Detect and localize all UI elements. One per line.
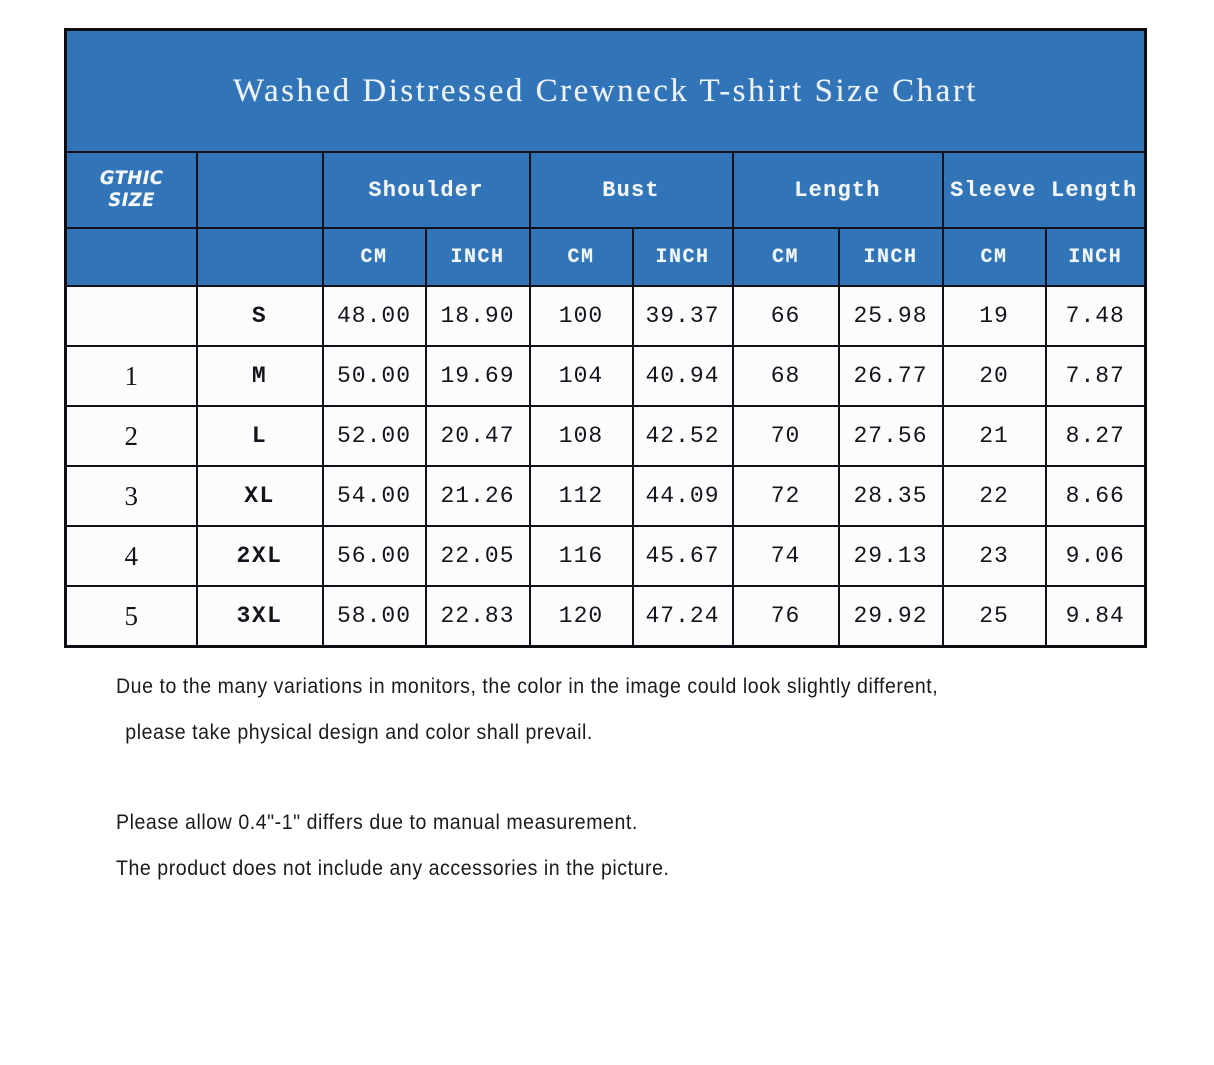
cell-shoulder-inch: 22.05	[424, 525, 531, 587]
cell-shoulder-cm: 50.00	[321, 345, 427, 407]
cell-length-inch: 25.98	[837, 285, 944, 347]
size-header-blank	[195, 151, 324, 229]
cell-sleeve-cm: 23	[941, 525, 1047, 587]
header-unit-row: CM INCH CM INCH CM INCH CM INCH	[64, 227, 1147, 287]
unit-header-gthic-blank	[64, 227, 198, 287]
unit-header-size-blank	[195, 227, 324, 287]
unit-header-bust-inch: INCH	[631, 227, 734, 287]
cell-length-inch: 26.77	[837, 345, 944, 407]
cell-shoulder-inch: 19.69	[424, 345, 531, 407]
header-shoulder: Shoulder	[321, 151, 531, 229]
cell-size: 2XL	[195, 525, 324, 587]
cell-sleeve-inch: 8.66	[1044, 465, 1147, 527]
unit-header-length-inch: INCH	[837, 227, 944, 287]
cell-size: S	[195, 285, 324, 347]
gthic-size-label: GTHIC SIZE	[99, 167, 164, 211]
cell-sleeve-cm: 21	[941, 405, 1047, 467]
cell-bust-cm: 104	[528, 345, 634, 407]
cell-shoulder-cm: 48.00	[321, 285, 427, 347]
cell-bust-inch: 39.37	[631, 285, 734, 347]
note-spacer	[116, 756, 1146, 800]
cell-shoulder-inch: 21.26	[424, 465, 531, 527]
cell-length-cm: 74	[731, 525, 840, 587]
unit-header-length-cm: CM	[731, 227, 840, 287]
title-row: Washed Distressed Crewneck T-shirt Size …	[64, 28, 1147, 153]
page-title: Washed Distressed Crewneck T-shirt Size …	[64, 28, 1147, 153]
cell-gthic	[64, 285, 198, 347]
cell-size: 3XL	[195, 585, 324, 648]
cell-size: L	[195, 405, 324, 467]
cell-shoulder-cm: 54.00	[321, 465, 427, 527]
header-length: Length	[731, 151, 944, 229]
cell-gthic: 4	[64, 525, 198, 587]
table-row: 4 2XL 56.00 22.05 116 45.67 74 29.13 23 …	[64, 525, 1147, 587]
cell-sleeve-cm: 25	[941, 585, 1047, 648]
cell-sleeve-inch: 7.87	[1044, 345, 1147, 407]
disclaimer-notes: Due to the many variations in monitors, …	[116, 664, 1146, 892]
cell-shoulder-cm: 58.00	[321, 585, 427, 648]
cell-length-inch: 29.13	[837, 525, 944, 587]
cell-length-cm: 76	[731, 585, 840, 648]
note-line-measurement-tolerance: Please allow 0.4"-1" differs due to manu…	[116, 811, 638, 834]
cell-bust-inch: 40.94	[631, 345, 734, 407]
cell-bust-cm: 112	[528, 465, 634, 527]
cell-sleeve-cm: 22	[941, 465, 1047, 527]
cell-sleeve-inch: 9.84	[1044, 585, 1147, 648]
unit-header-sleeve-cm: CM	[941, 227, 1047, 287]
cell-sleeve-inch: 9.06	[1044, 525, 1147, 587]
cell-shoulder-cm: 56.00	[321, 525, 427, 587]
cell-bust-inch: 47.24	[631, 585, 734, 648]
size-chart-table: Washed Distressed Crewneck T-shirt Size …	[64, 28, 1147, 648]
cell-bust-cm: 120	[528, 585, 634, 648]
header-bust: Bust	[528, 151, 734, 229]
cell-sleeve-inch: 7.48	[1044, 285, 1147, 347]
cell-length-inch: 28.35	[837, 465, 944, 527]
cell-size: XL	[195, 465, 324, 527]
unit-header-bust-cm: CM	[528, 227, 634, 287]
cell-shoulder-inch: 22.83	[424, 585, 531, 648]
cell-length-cm: 70	[731, 405, 840, 467]
cell-shoulder-cm: 52.00	[321, 405, 427, 467]
table-row: 3 XL 54.00 21.26 112 44.09 72 28.35 22 8…	[64, 465, 1147, 527]
cell-bust-inch: 42.52	[631, 405, 734, 467]
cell-gthic: 1	[64, 345, 198, 407]
cell-bust-cm: 116	[528, 525, 634, 587]
cell-bust-cm: 108	[528, 405, 634, 467]
cell-length-inch: 29.92	[837, 585, 944, 648]
cell-gthic: 2	[64, 405, 198, 467]
cell-length-cm: 68	[731, 345, 840, 407]
cell-gthic: 5	[64, 585, 198, 648]
cell-sleeve-inch: 8.27	[1044, 405, 1147, 467]
table-row: 5 3XL 58.00 22.83 120 47.24 76 29.92 25 …	[64, 585, 1147, 648]
note-line-no-accessories: The product does not include any accesso…	[116, 857, 670, 880]
header-group-row: GTHIC SIZE Shoulder Bust Length Sleeve L…	[64, 151, 1147, 229]
cell-shoulder-inch: 18.90	[424, 285, 531, 347]
cell-shoulder-inch: 20.47	[424, 405, 531, 467]
table-row: S 48.00 18.90 100 39.37 66 25.98 19 7.48	[64, 285, 1147, 347]
cell-bust-inch: 44.09	[631, 465, 734, 527]
cell-bust-cm: 100	[528, 285, 634, 347]
table-row: 2 L 52.00 20.47 108 42.52 70 27.56 21 8.…	[64, 405, 1147, 467]
table-row: 1 M 50.00 19.69 104 40.94 68 26.77 20 7.…	[64, 345, 1147, 407]
unit-header-sleeve-inch: INCH	[1044, 227, 1147, 287]
cell-length-cm: 66	[731, 285, 840, 347]
gthic-size-header: GTHIC SIZE	[64, 151, 198, 229]
note-line-physical-design: please take physical design and color sh…	[125, 721, 593, 744]
cell-gthic: 3	[64, 465, 198, 527]
cell-sleeve-cm: 20	[941, 345, 1047, 407]
note-line-monitor-variation: Due to the many variations in monitors, …	[116, 675, 939, 698]
cell-sleeve-cm: 19	[941, 285, 1047, 347]
cell-length-cm: 72	[731, 465, 840, 527]
cell-size: M	[195, 345, 324, 407]
header-sleeve-length: Sleeve Length	[941, 151, 1147, 229]
unit-header-shoulder-inch: INCH	[424, 227, 531, 287]
cell-bust-inch: 45.67	[631, 525, 734, 587]
cell-length-inch: 27.56	[837, 405, 944, 467]
unit-header-shoulder-cm: CM	[321, 227, 427, 287]
